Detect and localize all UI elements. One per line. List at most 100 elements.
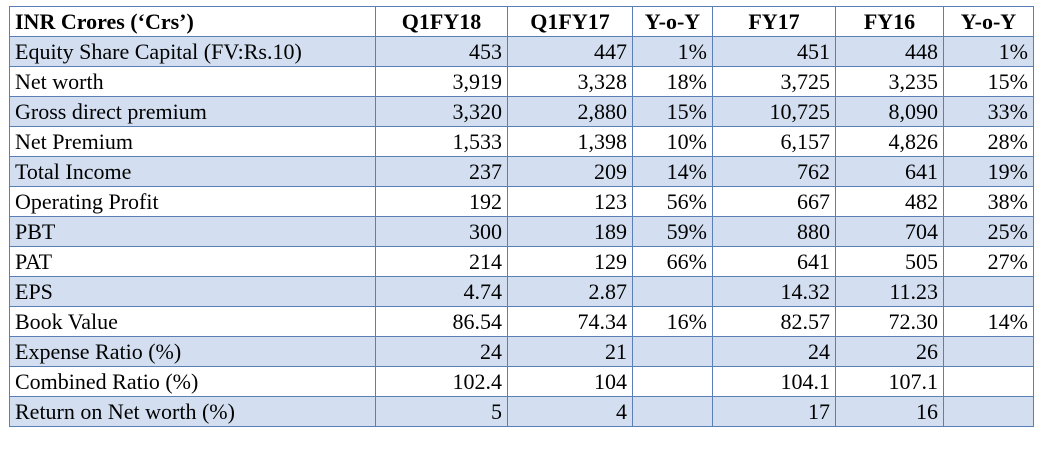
cell-label: Total Income	[9, 156, 376, 187]
table-row: Combined Ratio (%) 102.4 104 104.1 107.1	[9, 366, 1034, 397]
table-body: Equity Share Capital (FV:Rs.10) 453 447 1% 4…	[9, 36, 1034, 427]
cell-yoy-annual: 14%	[943, 306, 1034, 337]
cell-yoy-quarter: 16%	[632, 306, 713, 337]
cell-q1fy17: 104	[507, 366, 633, 397]
cell-yoy-annual	[943, 396, 1034, 427]
cell-fy17: 6,157	[712, 126, 836, 157]
cell-label: Combined Ratio (%)	[9, 366, 376, 397]
cell-yoy-quarter	[632, 336, 713, 367]
cell-yoy-annual: 15%	[943, 66, 1034, 97]
cell-yoy-quarter: 56%	[632, 186, 713, 217]
cell-yoy-annual: 33%	[943, 96, 1034, 127]
cell-fy17: 641	[712, 246, 836, 277]
cell-q1fy18: 102.4	[375, 366, 508, 397]
financial-summary-table: INR Crores (‘Crs’) Q1FY18 Q1FY17 Y-o-Y F…	[9, 6, 1034, 427]
cell-label: Expense Ratio (%)	[9, 336, 376, 367]
cell-q1fy17: 21	[507, 336, 633, 367]
cell-q1fy17: 74.34	[507, 306, 633, 337]
table-row: Equity Share Capital (FV:Rs.10) 453 447 1% 4…	[9, 36, 1034, 67]
cell-fy17: 451	[712, 36, 836, 67]
cell-q1fy18: 453	[375, 36, 508, 67]
cell-yoy-annual: 27%	[943, 246, 1034, 277]
cell-fy17: 880	[712, 216, 836, 247]
cell-fy16: 505	[835, 246, 944, 277]
cell-fy16: 641	[835, 156, 944, 187]
header-cell-fy16: FY16	[835, 6, 944, 37]
cell-fy17: 3,725	[712, 66, 836, 97]
header-cell-label: INR Crores (‘Crs’)	[9, 6, 376, 37]
header-cell-yoy-quarter: Y-o-Y	[632, 6, 713, 37]
cell-label: PBT	[9, 216, 376, 247]
cell-label: Return on Net worth (%)	[9, 396, 376, 427]
cell-yoy-quarter	[632, 396, 713, 427]
cell-q1fy18: 300	[375, 216, 508, 247]
cell-fy16: 8,090	[835, 96, 944, 127]
cell-yoy-annual: 38%	[943, 186, 1034, 217]
cell-yoy-annual: 28%	[943, 126, 1034, 157]
cell-q1fy18: 5	[375, 396, 508, 427]
cell-q1fy18: 237	[375, 156, 508, 187]
table-row: Net worth 3,919 3,328 18% 3,725 3,235 15%	[9, 66, 1034, 97]
table-row: PAT 214 129 66% 641 505 27%	[9, 246, 1034, 277]
cell-label: Gross direct premium	[9, 96, 376, 127]
cell-q1fy17: 1,398	[507, 126, 633, 157]
cell-fy17: 17	[712, 396, 836, 427]
table-container: INR Crores (‘Crs’) Q1FY18 Q1FY17 Y-o-Y F…	[9, 6, 1034, 427]
cell-label: Net Premium	[9, 126, 376, 157]
cell-q1fy18: 3,320	[375, 96, 508, 127]
cell-q1fy17: 2,880	[507, 96, 633, 127]
cell-q1fy17: 209	[507, 156, 633, 187]
cell-q1fy18: 3,919	[375, 66, 508, 97]
table-row: Book Value 86.54 74.34 16% 82.57 72.30 14%	[9, 306, 1034, 337]
cell-fy16: 107.1	[835, 366, 944, 397]
cell-fy16: 3,235	[835, 66, 944, 97]
table-row: Net Premium 1,533 1,398 10% 6,157 4,826 28%	[9, 126, 1034, 157]
cell-yoy-quarter	[632, 276, 713, 307]
cell-label: Book Value	[9, 306, 376, 337]
cell-fy17: 24	[712, 336, 836, 367]
cell-yoy-annual: 19%	[943, 156, 1034, 187]
table-row: PBT 300 189 59% 880 704 25%	[9, 216, 1034, 247]
cell-yoy-quarter	[632, 366, 713, 397]
cell-fy17: 104.1	[712, 366, 836, 397]
header-cell-yoy-annual: Y-o-Y	[943, 6, 1034, 37]
cell-fy16: 16	[835, 396, 944, 427]
cell-yoy-quarter: 10%	[632, 126, 713, 157]
cell-yoy-annual	[943, 336, 1034, 367]
cell-label: PAT	[9, 246, 376, 277]
cell-yoy-annual	[943, 276, 1034, 307]
cell-yoy-annual: 1%	[943, 36, 1034, 67]
cell-fy17: 82.57	[712, 306, 836, 337]
table-row: Return on Net worth (%) 5 4 17 16	[9, 396, 1034, 427]
cell-q1fy18: 86.54	[375, 306, 508, 337]
cell-fy16: 72.30	[835, 306, 944, 337]
cell-q1fy18: 24	[375, 336, 508, 367]
cell-yoy-annual: 25%	[943, 216, 1034, 247]
cell-q1fy18: 4.74	[375, 276, 508, 307]
header-cell-q1fy18: Q1FY18	[375, 6, 508, 37]
cell-label: Operating Profit	[9, 186, 376, 217]
table-row: Total Income 237 209 14% 762 641 19%	[9, 156, 1034, 187]
cell-label: EPS	[9, 276, 376, 307]
cell-yoy-quarter: 59%	[632, 216, 713, 247]
cell-fy16: 482	[835, 186, 944, 217]
cell-fy16: 26	[835, 336, 944, 367]
table-row: Operating Profit 192 123 56% 667 482 38%	[9, 186, 1034, 217]
header-cell-q1fy17: Q1FY17	[507, 6, 633, 37]
cell-q1fy18: 1,533	[375, 126, 508, 157]
cell-label: Net worth	[9, 66, 376, 97]
cell-fy16: 448	[835, 36, 944, 67]
table-row: Expense Ratio (%) 24 21 24 26	[9, 336, 1034, 367]
cell-fy16: 4,826	[835, 126, 944, 157]
cell-yoy-quarter: 66%	[632, 246, 713, 277]
cell-yoy-quarter: 14%	[632, 156, 713, 187]
cell-q1fy17: 2.87	[507, 276, 633, 307]
table-row: EPS 4.74 2.87 14.32 11.23	[9, 276, 1034, 307]
cell-yoy-quarter: 1%	[632, 36, 713, 67]
cell-q1fy17: 123	[507, 186, 633, 217]
cell-fy17: 667	[712, 186, 836, 217]
table-row: Gross direct premium 3,320 2,880 15% 10,725 8…	[9, 96, 1034, 127]
header-cell-fy17: FY17	[712, 6, 836, 37]
cell-q1fy17: 4	[507, 396, 633, 427]
header-row: INR Crores (‘Crs’) Q1FY18 Q1FY17 Y-o-Y F…	[9, 6, 1034, 37]
